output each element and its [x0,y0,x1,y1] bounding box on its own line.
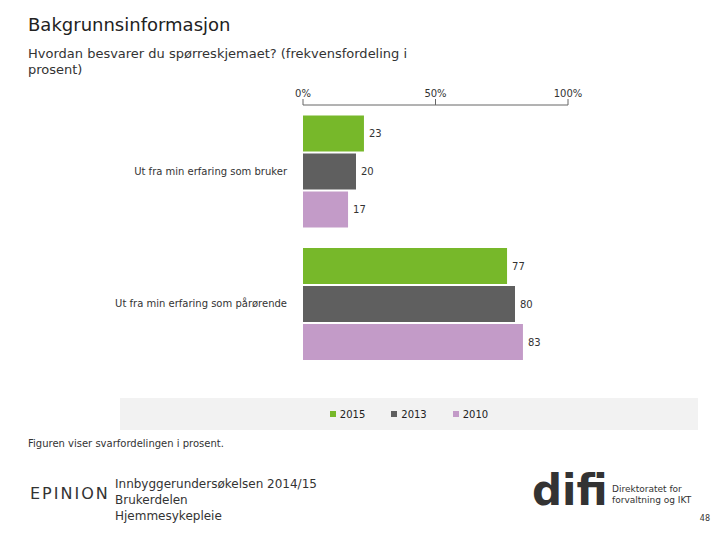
html-text:2013: 2013 [401,408,427,420]
svg-text:80: 80 [520,299,533,310]
html-text:Bakgrunnsinformasjon: Bakgrunnsinformasjon [28,14,231,35]
html-text:Figuren viser svarfordelingen: Figuren viser svarfordelingen i prosent. [28,438,224,449]
html-text:EPINION Innbyggerundersøkelsen: EPINION Innbyggerundersøkelsen 2014/15 [30,477,317,503]
html-text:Hjemmesykepleie: Hjemmesykepleie [115,509,222,523]
svg-text:Ut fra min erfaring som bruker: Ut fra min erfaring som bruker [134,166,288,177]
html-text:Hvordan besvarer du spørreskje: Hvordan besvarer du spørreskjemaet? (fre… [28,46,408,77]
svg-text:0%: 0% [295,88,311,99]
html-text:2010: 2010 [462,408,489,420]
html-text:difi: difi [532,466,608,515]
svg-text:77: 77 [512,261,525,272]
svg-text:17: 17 [353,204,366,215]
svg-text:23: 23 [369,128,382,139]
svg-text:83: 83 [528,337,541,348]
svg-text:Ut fra min erfaring som pårøre: Ut fra min erfaring som pårørende [115,297,287,309]
svg-text:50%: 50% [424,88,446,99]
html-text:2015: 2015 [339,408,366,420]
html-text:48: 48 [699,514,710,523]
svg-text:100%: 100% [554,88,583,99]
svg-text:20: 20 [361,166,374,177]
html-text:Direktoratet for forvaltning o: Direktoratet for forvaltning og IKT [612,484,692,505]
html-text:Brukerdelen: Brukerdelen [115,493,188,507]
